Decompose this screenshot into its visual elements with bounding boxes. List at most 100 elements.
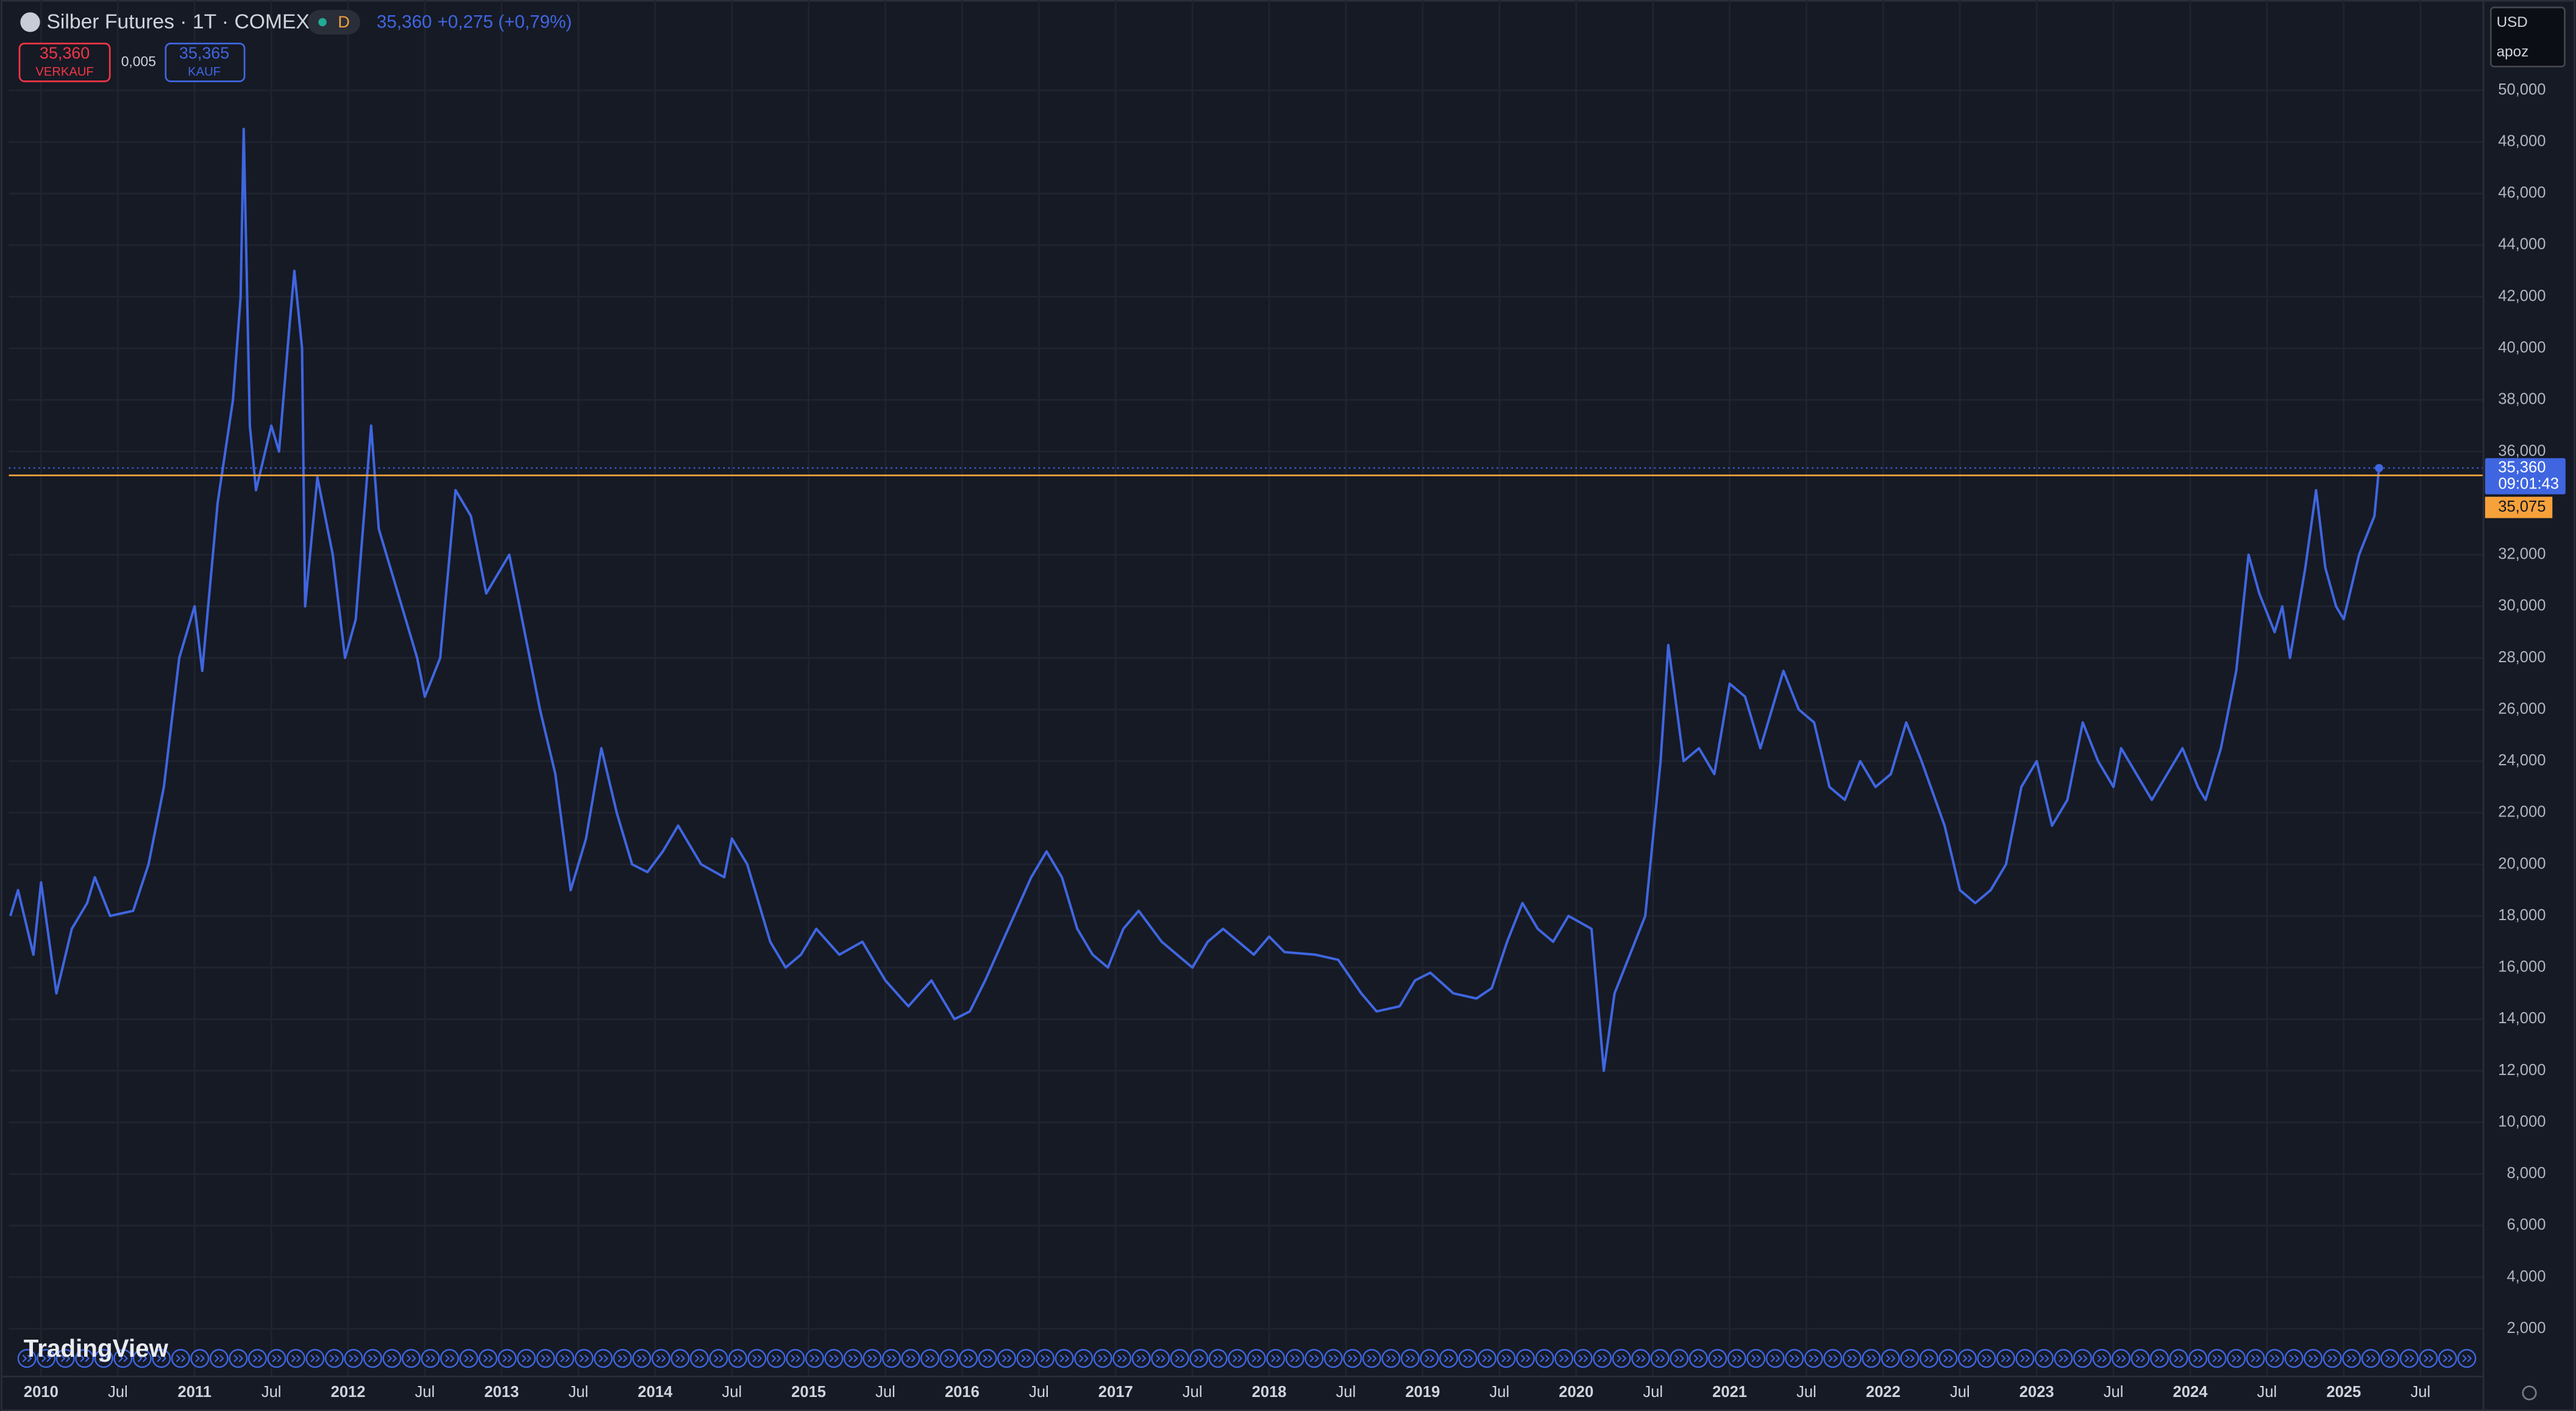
event-marker-icon <box>867 1354 878 1362</box>
y-tick-label: 10,000 <box>2498 1113 2546 1130</box>
event-marker-icon <box>22 1354 32 1362</box>
settings-icon[interactable] <box>2522 1385 2537 1401</box>
x-tick-label: 2022 <box>1866 1384 1901 1401</box>
y-tick-label: 44,000 <box>2498 236 2546 253</box>
x-tick-label: 2014 <box>638 1384 673 1401</box>
y-tick-label: 46,000 <box>2498 184 2546 201</box>
x-tick-label: 2024 <box>2173 1384 2208 1401</box>
event-marker-icon <box>2058 1354 2069 1362</box>
countdown-label: 09:01:43 <box>2498 475 2559 492</box>
event-marker-icon <box>329 1354 340 1362</box>
y-tick-label: 8,000 <box>2507 1165 2546 1182</box>
event-marker-icon <box>983 1354 993 1362</box>
plot <box>9 127 2484 1073</box>
event-marker-icon <box>733 1354 743 1362</box>
event-marker-icon <box>349 1354 359 1362</box>
event-marker-icon <box>1501 1354 1512 1362</box>
event-marker-icon <box>157 1354 167 1362</box>
event-marker-icon <box>118 1354 128 1362</box>
event-marker-icon <box>1790 1354 1800 1362</box>
event-marker-icon <box>80 1354 90 1362</box>
event-marker-icon <box>2270 1354 2280 1362</box>
y-tick-label: 4,000 <box>2507 1268 2546 1285</box>
event-marker-icon <box>1098 1354 1108 1362</box>
event-marker-icon <box>2040 1354 2049 1362</box>
sell-button[interactable] <box>18 43 111 82</box>
event-marker-icon <box>694 1354 705 1362</box>
event-marker-icon <box>1713 1354 1723 1362</box>
x-tick-label: 2010 <box>24 1384 59 1401</box>
reference-tag-label: 35,075 <box>2498 498 2546 515</box>
unit-selector[interactable]: apoz <box>2497 44 2529 60</box>
buy-button[interactable] <box>165 43 246 82</box>
event-marker-icon <box>1041 1354 1050 1362</box>
status-pill <box>307 10 360 35</box>
event-marker-icon <box>675 1354 686 1362</box>
event-marker-icon <box>2443 1354 2453 1362</box>
event-marker-icon <box>2174 1354 2184 1362</box>
currency[interactable]: USD <box>2497 14 2528 30</box>
event-marker-icon <box>406 1354 416 1362</box>
event-marker-icon <box>1578 1354 1589 1362</box>
y-tick-label: 32,000 <box>2498 546 2546 563</box>
event-marker-icon <box>1117 1354 1127 1362</box>
currency-box[interactable] <box>2489 6 2566 68</box>
x-tick-label: Jul <box>1336 1384 1356 1401</box>
event-marker-icon <box>176 1354 186 1362</box>
event-marker-icon <box>1482 1354 1492 1362</box>
event-marker-icon <box>2289 1354 2299 1362</box>
interval-badge: D <box>338 13 349 31</box>
event-markers <box>17 1349 2477 1368</box>
event-marker-icon <box>1386 1354 1397 1362</box>
x-tick-label: Jul <box>722 1384 742 1401</box>
event-marker-icon <box>848 1354 858 1362</box>
event-marker-icon <box>310 1354 321 1362</box>
event-marker-icon <box>1328 1354 1339 1362</box>
event-marker-icon <box>1636 1354 1646 1362</box>
event-marker-icon <box>1079 1354 1089 1362</box>
x-tick-label: 2015 <box>791 1384 826 1401</box>
event-marker-icon <box>2366 1354 2376 1362</box>
event-marker-icon <box>1002 1354 1012 1362</box>
event-marker-icon <box>2193 1354 2203 1362</box>
event-marker-icon <box>252 1354 263 1362</box>
x-tick-label: 2013 <box>484 1384 519 1401</box>
event-marker-icon <box>2020 1354 2030 1362</box>
event-marker-icon <box>2155 1354 2165 1362</box>
event-marker-icon <box>656 1354 666 1362</box>
event-marker-icon <box>368 1354 378 1362</box>
y-tick-label: 12,000 <box>2498 1062 2546 1079</box>
event-marker-icon <box>2424 1354 2434 1362</box>
x-tick-label: Jul <box>1950 1384 1970 1401</box>
x-tick-label: Jul <box>2411 1384 2431 1401</box>
event-marker-icon <box>2347 1354 2357 1362</box>
event-marker-icon <box>464 1354 474 1362</box>
last-point <box>2375 463 2383 473</box>
y-tick-label: 14,000 <box>2498 1010 2546 1027</box>
event-marker-icon <box>1348 1354 1358 1362</box>
event-marker-icon <box>1885 1354 1896 1362</box>
y-tick-label: 36,000 <box>2498 442 2546 459</box>
event-marker-icon <box>1962 1354 1973 1362</box>
y-tick-label: 50,000 <box>2498 81 2546 98</box>
event-marker-icon <box>579 1354 589 1362</box>
x-tick-label: Jul <box>1183 1384 1203 1401</box>
last-price-tag <box>2485 458 2566 495</box>
event-marker-icon <box>1405 1354 1415 1362</box>
event-marker-icon <box>1905 1354 1915 1362</box>
x-tick-label: Jul <box>108 1384 128 1401</box>
event-marker-icon <box>906 1354 916 1362</box>
event-marker-icon <box>1309 1354 1320 1362</box>
event-marker-icon <box>1809 1354 1819 1362</box>
event-marker-icon <box>809 1354 820 1362</box>
x-tick-label: Jul <box>262 1384 282 1401</box>
event-marker-icon <box>541 1354 551 1362</box>
event-marker-icon <box>1770 1354 1781 1362</box>
event-marker-icon <box>502 1354 513 1362</box>
event-marker-icon <box>1059 1354 1070 1362</box>
y-tick-label: 16,000 <box>2498 959 2546 976</box>
event-marker-icon <box>1655 1354 1665 1362</box>
event-marker-icon <box>137 1354 148 1362</box>
buy-price: 35,365 <box>179 44 229 62</box>
